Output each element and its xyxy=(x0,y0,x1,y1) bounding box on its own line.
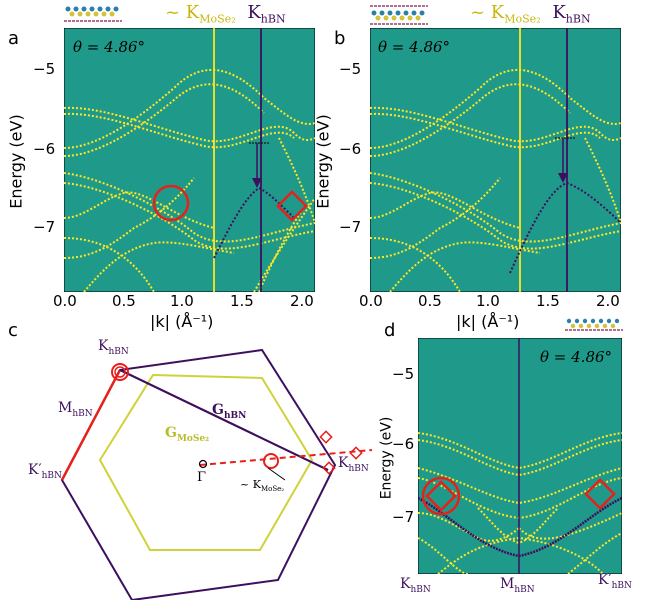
panel-label-b: b xyxy=(334,28,346,49)
xtick-b: 2.0 xyxy=(596,292,620,310)
label-kprime-hbn: K′hBN xyxy=(28,462,62,481)
xtick-d-khbn: KhBN xyxy=(400,576,431,595)
ylabel-d: Energy (eV) xyxy=(378,416,395,500)
xtick-a: 2.0 xyxy=(290,292,314,310)
panel-label-a: a xyxy=(8,28,20,49)
band-plot-b xyxy=(370,28,621,292)
legend-khbn-b: K xyxy=(552,2,566,23)
ytick-a: −6 xyxy=(33,140,56,158)
lattice-icon xyxy=(370,5,428,25)
ytick-b: −7 xyxy=(339,218,362,236)
xtick-a: 1.5 xyxy=(230,292,254,310)
xlabel-a: |k| (Å⁻¹) xyxy=(150,312,214,331)
legend-a: ~ KMoSe₂ KhBN xyxy=(165,2,286,26)
legend-kmose2-a: ~ K xyxy=(165,2,200,23)
xtick-a: 0.0 xyxy=(53,292,77,310)
xtick-a: 0.5 xyxy=(112,292,136,310)
ytick-b: −6 xyxy=(339,140,362,158)
angle-label-b: θ = 4.86° xyxy=(378,38,451,56)
label-mhbn: MhBN xyxy=(58,400,93,419)
xtick-d-kprime: K′hBN xyxy=(598,572,632,591)
ylabel-a: Energy (eV) xyxy=(6,114,26,209)
xtick-b: 1.5 xyxy=(536,292,560,310)
ytick-d: −6 xyxy=(392,435,415,453)
panel-label-c: c xyxy=(8,320,18,341)
legend-b: ~ KMoSe₂ KhBN xyxy=(470,2,591,26)
label-gamma: Γ xyxy=(197,470,207,485)
band-plot-a xyxy=(64,28,315,292)
xtick-b: 1.0 xyxy=(476,292,500,310)
ytick-d: −7 xyxy=(392,508,415,526)
xtick-b: 0.5 xyxy=(418,292,442,310)
xtick-a: 1.0 xyxy=(170,292,194,310)
xlabel-b: |k| (Å⁻¹) xyxy=(456,312,520,331)
ytick-d: −5 xyxy=(392,365,415,383)
label-g-hbn: GhBN xyxy=(212,402,247,421)
mose2-hexagon xyxy=(98,373,314,551)
legend-kmose2-b: ~ K xyxy=(470,2,505,23)
ytick-a: −7 xyxy=(33,218,56,236)
angle-label-a: θ = 4.86° xyxy=(73,38,146,56)
panel-label-d: d xyxy=(384,320,396,341)
xtick-d-mhbn: MhBN xyxy=(500,576,535,595)
label-khbn-right: KhBN xyxy=(338,455,369,474)
label-g-mose2: GMoSe₂ xyxy=(165,425,210,444)
xtick-b: 0.0 xyxy=(359,292,383,310)
lattice-icon xyxy=(64,6,122,22)
label-k-mose2: ~ KMoSe₂ xyxy=(240,478,285,494)
ytick-b: −5 xyxy=(339,60,362,78)
legend-khbn-a: K xyxy=(247,2,261,23)
lattice-icon xyxy=(565,318,623,331)
label-khbn-top: KhBN xyxy=(98,338,129,357)
angle-label-d: θ = 4.86° xyxy=(540,348,613,366)
ytick-a: −5 xyxy=(33,60,56,78)
band-plot-d xyxy=(418,338,622,574)
ylabel-b: Energy (eV) xyxy=(313,114,333,209)
brillouin-zone-diagram xyxy=(60,348,373,600)
